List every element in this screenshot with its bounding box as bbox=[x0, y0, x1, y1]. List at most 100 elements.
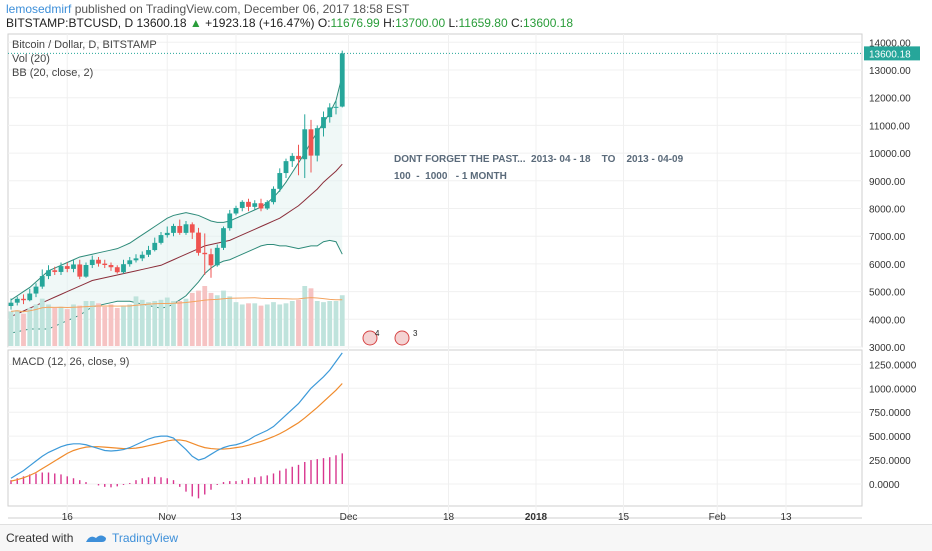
candle-body bbox=[339, 53, 345, 107]
volume-bar bbox=[189, 292, 195, 346]
volume-ma-line bbox=[10, 297, 343, 313]
price-tick-label: 7000.00 bbox=[869, 232, 906, 243]
candle-body bbox=[71, 264, 76, 269]
volume-bar bbox=[164, 297, 170, 346]
volume-bar bbox=[21, 313, 26, 346]
last-price-tag-label: 13600.18 bbox=[869, 49, 911, 60]
annotation-line-1: DONT FORGET THE PAST... 2013- 04 - 18 TO… bbox=[394, 154, 684, 165]
macd-legend: MACD (12, 26, close, 9) bbox=[12, 356, 129, 368]
x-tick-label: 13 bbox=[780, 512, 792, 523]
tradingview-logo-icon bbox=[86, 535, 106, 542]
volume-bar bbox=[71, 304, 76, 346]
candle-body bbox=[177, 225, 183, 233]
macd-tick-label: 750.0000 bbox=[869, 408, 911, 419]
candle-body bbox=[171, 225, 176, 233]
volume-bar bbox=[158, 299, 164, 346]
volume-bar bbox=[239, 304, 245, 346]
candle-body bbox=[196, 232, 201, 253]
candle-body bbox=[189, 224, 195, 233]
volume-bar bbox=[171, 301, 176, 346]
volume-bar bbox=[58, 306, 64, 346]
volume-bar bbox=[183, 298, 189, 346]
candle-body bbox=[289, 155, 295, 162]
volume-bar bbox=[264, 304, 270, 346]
created-with-label: Created with bbox=[6, 531, 74, 545]
candle-body bbox=[146, 250, 151, 255]
open-value: 11676.99 bbox=[330, 16, 380, 30]
volume-bar bbox=[289, 301, 295, 346]
candle-body bbox=[327, 107, 333, 118]
volume-bar bbox=[177, 301, 183, 346]
candle-body bbox=[258, 203, 264, 209]
x-tick-label: Nov bbox=[158, 512, 176, 523]
macd-pane-frame bbox=[7, 349, 863, 507]
candle-body bbox=[21, 298, 26, 301]
volume-bar bbox=[39, 298, 45, 346]
candle-body bbox=[183, 224, 189, 233]
author-link[interactable]: lemosedmirf bbox=[6, 2, 72, 16]
tradingview-link[interactable]: TradingView bbox=[112, 531, 179, 545]
volume-bar bbox=[14, 310, 20, 346]
volume-bar bbox=[152, 301, 158, 346]
volume-bar bbox=[127, 304, 133, 346]
macd-tick-label: 250.0000 bbox=[869, 456, 911, 467]
volume-bar bbox=[277, 304, 283, 346]
candle-body bbox=[27, 293, 33, 301]
macd-pane bbox=[10, 352, 343, 499]
candle-body bbox=[246, 201, 251, 207]
candle-body bbox=[208, 254, 214, 266]
price-tick-label: 12000.00 bbox=[869, 94, 911, 105]
candle-body bbox=[333, 106, 339, 108]
price-tick-label: 10000.00 bbox=[869, 149, 911, 160]
x-tick-label: 15 bbox=[618, 512, 630, 523]
price-tick-label: 9000.00 bbox=[869, 177, 906, 188]
event-badge-1[interactable]: 4 bbox=[362, 329, 380, 346]
price-tick-label: 4000.00 bbox=[869, 315, 906, 326]
volume-bar bbox=[83, 301, 89, 346]
volume-bar bbox=[33, 304, 39, 346]
macd-line bbox=[10, 352, 343, 479]
close-label: C: bbox=[511, 16, 523, 30]
volume-bar bbox=[96, 303, 101, 346]
event-badge-2[interactable]: 3 bbox=[394, 329, 418, 346]
candle-body bbox=[158, 235, 164, 243]
volume-bar bbox=[52, 307, 58, 346]
price-tick-label: 11000.00 bbox=[869, 121, 910, 132]
volume-bar bbox=[252, 303, 258, 346]
volume-bar bbox=[114, 307, 120, 346]
close-value: 13600.18 bbox=[523, 16, 574, 30]
candle-body bbox=[252, 203, 258, 207]
macd-tick-label: 1250.0000 bbox=[869, 360, 917, 371]
candle-body bbox=[314, 128, 320, 156]
candle-body bbox=[8, 302, 14, 307]
candle-body bbox=[264, 202, 270, 209]
up-arrow-icon: ▲ bbox=[189, 16, 202, 30]
candle-body bbox=[139, 254, 145, 259]
candle-body bbox=[64, 266, 70, 269]
candle-body bbox=[89, 259, 95, 266]
volume-bar bbox=[46, 304, 51, 346]
candle-body bbox=[283, 161, 289, 174]
price-tick-label: 6000.00 bbox=[869, 260, 906, 271]
volume-bar bbox=[121, 305, 126, 346]
volume-bar bbox=[214, 295, 220, 346]
candle-body bbox=[308, 129, 314, 156]
last-price: 13600.18 bbox=[136, 16, 187, 30]
symbol-ohlc-line: BITSTAMP:BTCUSD, D 13600.18 ▲ +1923.18 (… bbox=[6, 16, 573, 30]
candle-body bbox=[321, 117, 326, 129]
bb-basis-line bbox=[10, 163, 343, 317]
volume-bar bbox=[339, 295, 345, 346]
candle-body bbox=[277, 173, 283, 189]
event-badge-count-2: 3 bbox=[413, 329, 418, 338]
volume-bar bbox=[221, 290, 226, 346]
price-tick-label: 5000.00 bbox=[869, 288, 906, 299]
candle-body bbox=[164, 232, 170, 236]
volume-bar bbox=[8, 311, 14, 346]
chart-title: Bitcoin / Dollar, D, BITSTAMP bbox=[12, 39, 157, 51]
candle-body bbox=[271, 188, 276, 203]
volume-bar bbox=[139, 299, 145, 346]
candle-body bbox=[121, 264, 126, 273]
chart-canvas[interactable]: 3000.00 4000.00 5000.00 6000.00 7000.00 8000.… bbox=[0, 0, 932, 524]
price-change: +1923.18 (+16.47%) bbox=[205, 16, 315, 30]
volume-bar bbox=[271, 302, 276, 346]
